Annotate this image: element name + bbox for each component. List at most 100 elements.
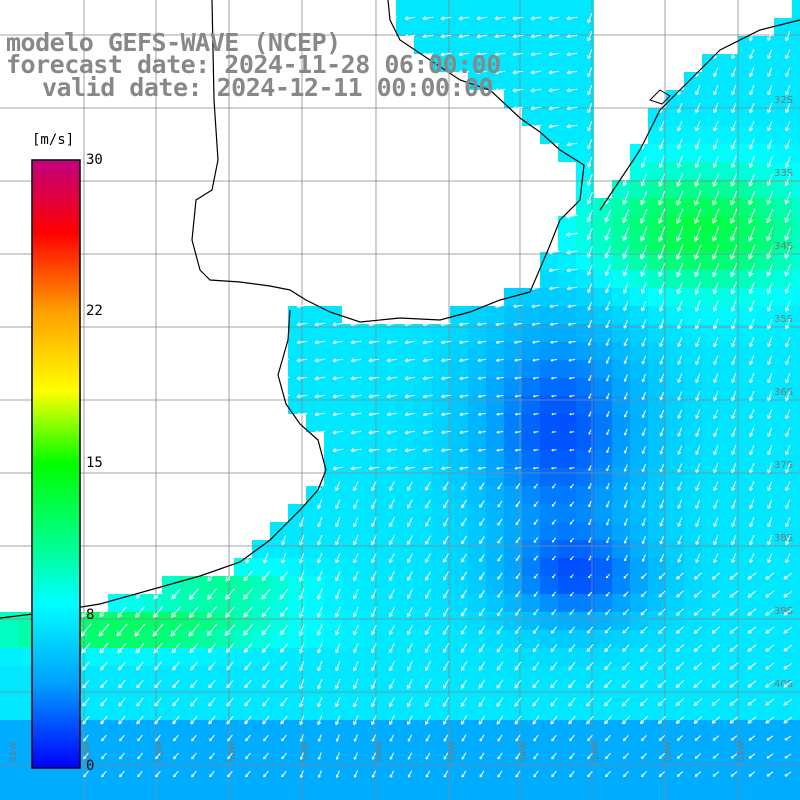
wind-arrow bbox=[317, 734, 322, 742]
field-cell bbox=[720, 504, 738, 522]
wind-arrow bbox=[785, 336, 791, 348]
field-cell bbox=[270, 792, 288, 800]
wind-arrow bbox=[587, 13, 593, 24]
field-cell bbox=[414, 378, 432, 396]
field-cell bbox=[306, 576, 324, 594]
field-cell bbox=[720, 216, 738, 234]
wind-arrow bbox=[640, 590, 648, 598]
wind-arrow bbox=[404, 466, 416, 471]
field-cell bbox=[234, 612, 252, 630]
field-cell bbox=[270, 576, 288, 594]
field-cell bbox=[342, 738, 360, 756]
field-cell bbox=[558, 90, 576, 108]
wind-arrow bbox=[476, 34, 488, 39]
wind-arrow bbox=[244, 697, 252, 707]
wind-arrow bbox=[659, 553, 665, 563]
field-cell bbox=[738, 234, 756, 252]
wind-arrow bbox=[785, 463, 791, 474]
field-cell bbox=[486, 54, 504, 72]
field-cell bbox=[486, 432, 504, 450]
field-cell bbox=[270, 702, 288, 720]
wind-arrow bbox=[368, 448, 380, 453]
wind-arrow bbox=[389, 679, 395, 690]
field-cell bbox=[522, 0, 540, 18]
field-cell bbox=[558, 468, 576, 486]
wind-arrow bbox=[713, 85, 719, 96]
field-cell bbox=[720, 450, 738, 468]
field-cell bbox=[522, 684, 540, 702]
field-cell bbox=[774, 648, 792, 666]
field-cell bbox=[324, 612, 342, 630]
field-cell bbox=[540, 486, 558, 504]
wind-arrow bbox=[713, 427, 719, 438]
field-cell bbox=[180, 738, 198, 756]
field-cell bbox=[432, 576, 450, 594]
field-cell bbox=[324, 486, 342, 504]
field-cell bbox=[252, 702, 270, 720]
field-cell bbox=[558, 414, 576, 432]
wind-arrow bbox=[713, 336, 719, 348]
field-cell bbox=[594, 774, 612, 792]
field-cell bbox=[180, 720, 198, 738]
field-cell bbox=[198, 774, 216, 792]
field-cell bbox=[0, 774, 18, 792]
field-cell bbox=[126, 720, 144, 738]
field-cell bbox=[432, 0, 450, 18]
field-cell bbox=[558, 108, 576, 126]
wind-arrow bbox=[731, 535, 737, 546]
field-cell bbox=[594, 648, 612, 666]
wind-arrow bbox=[693, 608, 703, 616]
wind-arrow bbox=[299, 734, 304, 742]
field-cell bbox=[702, 666, 720, 684]
field-cell bbox=[414, 630, 432, 648]
field-cell bbox=[684, 522, 702, 540]
wind-arrow bbox=[477, 430, 486, 434]
field-cell bbox=[558, 36, 576, 54]
wind-arrow bbox=[332, 466, 344, 471]
field-cell bbox=[396, 360, 414, 378]
wind-arrow bbox=[605, 734, 611, 742]
field-cell bbox=[306, 324, 324, 342]
field-cell bbox=[108, 594, 126, 612]
wind-arrow bbox=[731, 49, 737, 60]
field-cell bbox=[684, 684, 702, 702]
field-cell bbox=[702, 684, 720, 702]
field-cell bbox=[522, 612, 540, 630]
field-cell bbox=[144, 666, 162, 684]
field-cell bbox=[432, 630, 450, 648]
wind-arrow bbox=[605, 591, 611, 597]
wind-arrow bbox=[551, 413, 557, 416]
wind-arrow bbox=[422, 376, 433, 381]
wind-arrow bbox=[783, 608, 793, 616]
field-cell bbox=[486, 720, 504, 738]
field-cell bbox=[468, 666, 486, 684]
wind-arrow bbox=[389, 499, 395, 510]
field-cell bbox=[576, 720, 594, 738]
field-cell bbox=[324, 666, 342, 684]
field-cell bbox=[180, 702, 198, 720]
wind-arrow bbox=[461, 517, 467, 527]
field-cell bbox=[522, 774, 540, 792]
wind-arrow bbox=[353, 570, 359, 582]
wind-arrow bbox=[422, 340, 433, 345]
field-cell bbox=[522, 324, 540, 342]
wind-arrow bbox=[425, 625, 431, 635]
field-cell bbox=[648, 540, 666, 558]
field-cell bbox=[630, 396, 648, 414]
wind-arrow bbox=[404, 16, 416, 21]
field-cell bbox=[684, 738, 702, 756]
wind-arrow bbox=[713, 553, 719, 564]
field-cell bbox=[702, 540, 720, 558]
wind-arrow bbox=[440, 322, 451, 327]
field-cell bbox=[666, 486, 684, 504]
wind-arrow bbox=[335, 679, 341, 690]
field-cell bbox=[234, 576, 252, 594]
wind-arrow bbox=[407, 715, 413, 726]
field-cell bbox=[450, 18, 468, 36]
wind-arrow bbox=[440, 52, 452, 57]
wind-arrow bbox=[659, 445, 665, 455]
field-cell bbox=[396, 432, 414, 450]
field-cell bbox=[756, 684, 774, 702]
field-cell bbox=[594, 306, 612, 324]
wind-arrow bbox=[568, 340, 576, 344]
